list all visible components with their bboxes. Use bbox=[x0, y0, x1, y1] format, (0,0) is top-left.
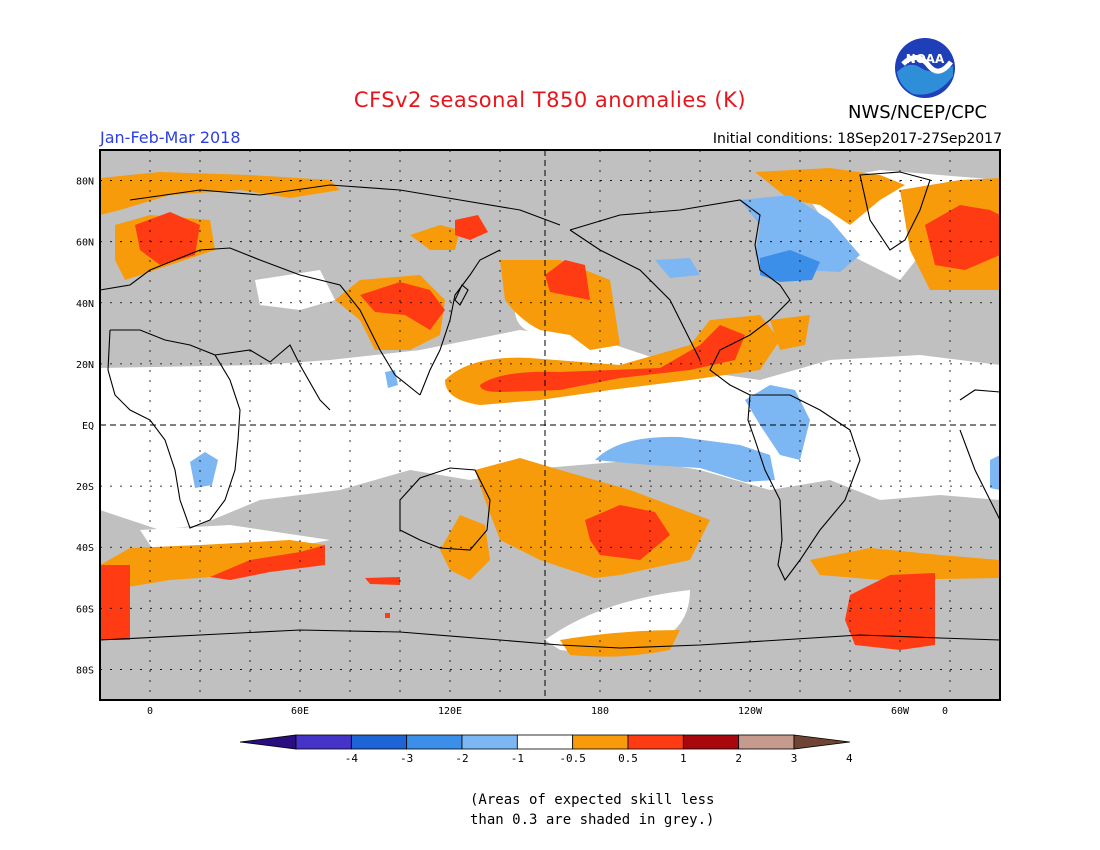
europe-red bbox=[135, 212, 200, 265]
coastlines bbox=[100, 171, 1000, 649]
lat-tick-label: 60S bbox=[76, 604, 94, 615]
lon-tick-label: 0 bbox=[147, 706, 153, 717]
colorbar-segment bbox=[682, 734, 740, 750]
gridlines bbox=[100, 150, 1000, 700]
arctic-orange-east bbox=[755, 168, 905, 225]
map-title: CFSv2 seasonal T850 anomalies (K) bbox=[353, 88, 747, 112]
colorbar-segment bbox=[350, 734, 408, 750]
agency-label: NWS/NCEP/CPC bbox=[848, 102, 988, 123]
west-southern-red bbox=[100, 565, 130, 640]
skill-note-line2: than 0.3 are shaded in grey.) bbox=[470, 812, 715, 828]
lat-tick-label: 60N bbox=[76, 238, 94, 249]
skill-note: (Areas of expected skill less than 0.3 a… bbox=[470, 790, 740, 830]
lon-tick-label: 60W bbox=[891, 706, 910, 717]
madagascar-lightblue bbox=[990, 455, 1000, 490]
colorbar-tick-label: -0.5 bbox=[559, 752, 586, 765]
indian-small-red bbox=[365, 577, 400, 585]
south-america-lightblue bbox=[745, 385, 810, 460]
season-label: Jan-Feb-Mar 2018 bbox=[100, 128, 241, 147]
lon-tick-label: 60E bbox=[291, 706, 309, 717]
pacific-red-band bbox=[480, 325, 745, 392]
alaska-red bbox=[545, 260, 590, 300]
lat-tick-label: 80N bbox=[76, 177, 94, 188]
lat-labels: 80N 60N 40N 20N EQ 20S 40S 60S 80S bbox=[76, 177, 94, 677]
south-pacific-red bbox=[585, 505, 670, 560]
colorbar-segment bbox=[516, 734, 574, 750]
colorbar-segment bbox=[461, 734, 518, 750]
colorbar-tick-label: 0.5 bbox=[618, 752, 638, 765]
colorbar-tick-label: 3 bbox=[791, 752, 798, 765]
pacific-orange-band bbox=[445, 260, 780, 405]
lat-tick-label: 80S bbox=[76, 665, 94, 676]
lat-tick-label: 20S bbox=[76, 482, 94, 493]
colorbar-tick-label: -3 bbox=[400, 752, 413, 765]
colorbar-end-low bbox=[239, 734, 297, 750]
lon-tick-label: 0 bbox=[942, 706, 948, 717]
greenland-red bbox=[925, 205, 1000, 270]
skill-note-line1: (Areas of expected skill less bbox=[470, 792, 715, 808]
colorbar-segment bbox=[406, 734, 463, 750]
lat-tick-label: 40N bbox=[76, 299, 94, 310]
south-atlantic-red bbox=[845, 573, 935, 650]
noaa-logo-icon: NOAA bbox=[895, 38, 955, 98]
canada-blue bbox=[760, 250, 820, 282]
lon-tick-label: 120W bbox=[738, 706, 763, 717]
kamchatka-orange bbox=[410, 225, 460, 250]
colorbar-tick-label: 2 bbox=[735, 752, 742, 765]
colorbar-tick-label: 4 bbox=[846, 752, 853, 765]
africa-lightblue bbox=[190, 452, 218, 488]
arctic-orange-west bbox=[100, 172, 340, 215]
colorbar-segment bbox=[627, 734, 684, 750]
canada-blue-light bbox=[740, 195, 860, 275]
lon-labels: 0 60E 120E 180 120W 60W 0 bbox=[147, 706, 948, 717]
australia-south-orange bbox=[440, 515, 490, 580]
initial-conditions-label: Initial conditions: 18Sep2017-27Sep2017 bbox=[712, 131, 1002, 147]
south-pacific-lightblue bbox=[595, 436, 775, 482]
south-america-south-orange bbox=[810, 548, 1000, 580]
alaska-lightblue bbox=[655, 258, 700, 278]
colorbar: -4 -3 -2 -1 -0.5 0.5 1 2 3 4 bbox=[239, 734, 853, 765]
indian-ocean-orange bbox=[100, 540, 325, 590]
southern-red-dot bbox=[385, 613, 390, 618]
colorbar-tick-label: -2 bbox=[455, 752, 468, 765]
colorbar-end-high bbox=[793, 734, 851, 750]
colorbar-tick-label: -4 bbox=[345, 752, 359, 765]
asia-white bbox=[255, 270, 335, 310]
map-frame bbox=[99, 149, 1001, 701]
kamchatka-red bbox=[455, 215, 488, 240]
indian-ocean-red bbox=[210, 545, 325, 580]
colorbar-tick-label: -1 bbox=[511, 752, 524, 765]
logo-text: NOAA bbox=[906, 52, 945, 66]
asia-red bbox=[360, 282, 445, 330]
colorbar-segment bbox=[572, 734, 629, 750]
lon-tick-label: 180 bbox=[591, 706, 609, 717]
lat-tick-label: 40S bbox=[76, 543, 94, 554]
lat-tick-label: 20N bbox=[76, 360, 94, 371]
colorbar-segment bbox=[738, 734, 795, 750]
lon-tick-label: 120E bbox=[438, 706, 462, 717]
colorbar-tick-label: 1 bbox=[680, 752, 687, 765]
lat-tick-label: EQ bbox=[82, 421, 94, 432]
colorbar-segment bbox=[295, 734, 352, 750]
